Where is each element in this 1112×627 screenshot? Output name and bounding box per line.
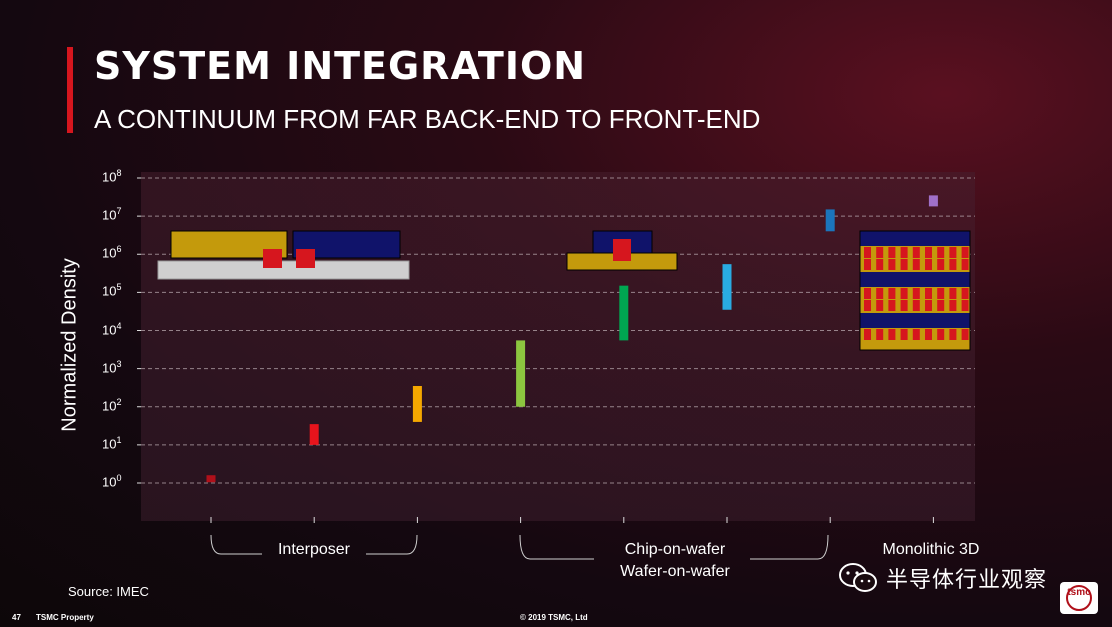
source-note: Source: IMEC: [68, 584, 149, 599]
monolithic-via: [900, 288, 908, 299]
monolithic-via: [961, 329, 969, 340]
monolithic-via: [949, 300, 957, 311]
monolithic-via: [900, 259, 908, 270]
density-bar: [722, 264, 732, 310]
monolithic-via: [876, 329, 884, 340]
x-group-label: Interposer: [277, 541, 351, 558]
monolithic-via: [876, 247, 884, 258]
monolithic-via: [961, 259, 969, 270]
monolithic-via: [937, 288, 945, 299]
monolithic-outline: [859, 230, 971, 351]
x-group-label: Monolithic 3D: [882, 541, 980, 558]
monolithic-via: [925, 247, 932, 258]
watermark-text: 半导体行业观察: [886, 568, 1048, 593]
monolithic-via: [937, 247, 945, 258]
monolithic-via: [888, 288, 896, 299]
wechat-icon: [839, 563, 877, 592]
monolithic-via: [925, 300, 932, 311]
monolithic-via: [864, 300, 871, 311]
monolithic-via: [864, 247, 871, 258]
y-tick-label: 104: [102, 320, 122, 337]
monolithic-via: [961, 300, 969, 311]
y-tick-label: 106: [102, 244, 122, 261]
plot-area: [141, 172, 975, 521]
monolithic-via: [876, 300, 884, 311]
y-tick-label: 101: [102, 434, 122, 452]
y-tick-label: 100: [102, 473, 122, 490]
y-tick-label: 108: [102, 168, 122, 185]
monolithic-via: [949, 288, 957, 299]
y-tick-label: 107: [102, 206, 122, 223]
monolithic-via: [949, 259, 957, 270]
x-group-label: Chip-on-wafer: [624, 541, 726, 558]
monolithic-via: [925, 329, 932, 340]
title-accent-bar: [67, 47, 73, 133]
monolithic-via: [937, 300, 945, 311]
monolithic-via: [864, 259, 871, 270]
density-bar: [206, 475, 216, 483]
monolithic-via: [888, 259, 896, 270]
monolithic-via: [949, 329, 957, 340]
svg-text:tsmc: tsmc: [1067, 587, 1091, 598]
interposer-bump: [296, 249, 315, 268]
monolithic-via: [864, 288, 871, 299]
copyright-note: © 2019 TSMC, Ltd: [520, 613, 588, 622]
monolithic-via: [888, 329, 896, 340]
monolithic-via: [888, 247, 896, 258]
interposer-die-navy: [292, 230, 401, 259]
monolithic-via: [912, 288, 920, 299]
monolithic-via: [937, 259, 945, 270]
monolithic-via: [912, 247, 920, 258]
tsmc-logo-icon: tsmc: [1060, 582, 1098, 614]
slide-title: SYSTEM INTEGRATION: [94, 44, 587, 88]
monolithic-layer: [860, 313, 970, 328]
monolithic-via: [925, 259, 932, 270]
y-tick-label: 102: [102, 396, 122, 414]
monolithic-via: [937, 329, 945, 340]
property-note: TSMC Property: [36, 613, 94, 622]
monolithic-via: [912, 329, 920, 340]
monolithic-via: [961, 288, 969, 299]
density-bar: [309, 424, 319, 445]
monolithic-layer: [860, 231, 970, 246]
monolithic-via: [900, 247, 908, 258]
monolithic-via: [961, 247, 969, 258]
monolithic-via: [925, 288, 932, 299]
monolithic-via: [900, 300, 908, 311]
density-bar: [619, 285, 629, 341]
group-bracket: [210, 534, 418, 555]
slide-subtitle: A CONTINUUM FROM FAR BACK-END TO FRONT-E…: [94, 104, 761, 134]
interposer-substrate: [157, 260, 410, 280]
monolithic-layer: [860, 272, 970, 287]
monolithic-via: [912, 259, 920, 270]
group-bracket: [519, 534, 829, 560]
monolithic-via: [876, 288, 884, 299]
y-tick-label: 103: [102, 358, 122, 375]
monolithic-via: [876, 259, 884, 270]
x-group-label: Wafer-on-wafer: [620, 563, 730, 580]
monolithic-via: [949, 247, 957, 258]
interposer-bump: [263, 249, 282, 268]
page-number: 47: [12, 613, 21, 622]
wechat-watermark: 半导体行业观察: [838, 561, 1047, 595]
monolithic-via: [864, 329, 871, 340]
density-bar: [928, 195, 938, 207]
monolithic-via: [888, 300, 896, 311]
cow-bond: [613, 239, 631, 261]
density-bar: [825, 209, 835, 232]
monolithic-via: [900, 329, 908, 340]
monolithic-via: [912, 300, 920, 311]
density-bar: [516, 340, 526, 407]
y-tick-label: 105: [102, 282, 122, 299]
density-bar: [412, 386, 422, 422]
